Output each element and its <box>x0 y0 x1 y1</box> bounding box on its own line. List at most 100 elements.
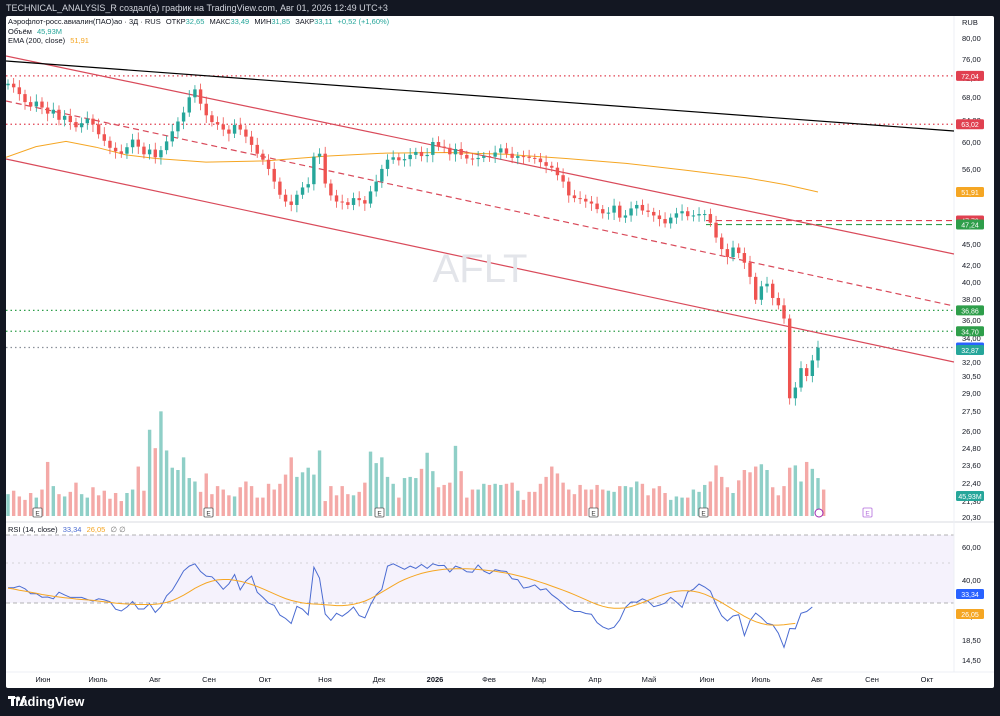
candle-body <box>385 159 390 169</box>
candle-body <box>176 121 180 132</box>
earnings-marker-label: E <box>377 511 382 518</box>
candle-body <box>300 187 305 195</box>
candle-body <box>334 195 339 202</box>
volume-bar <box>193 481 197 516</box>
time-axis-tick: Июль <box>751 675 770 684</box>
price-axis-tick: 80,00 <box>962 34 981 43</box>
volume-bar <box>748 472 752 516</box>
volume-bar <box>380 457 384 516</box>
svg-text:Аэрофлот-росс.авиалин(ПАО)ао ·: Аэрофлот-росс.авиалин(ПАО)ао · 3Д · RUS … <box>8 17 390 26</box>
candle-body <box>351 198 356 205</box>
volume-bar <box>589 489 594 516</box>
candle-body <box>640 204 645 211</box>
candle-body <box>221 124 225 130</box>
candle-body <box>68 115 73 123</box>
volume-badge-label: 45,93M <box>958 494 982 501</box>
chart-frame[interactable]: EEEEEE80,0076,0072,0068,0064,0060,0056,0… <box>6 16 994 688</box>
candle-body <box>130 139 135 148</box>
volume-bar <box>351 495 356 516</box>
volume-bar <box>459 471 463 516</box>
candle-body <box>629 208 633 216</box>
earnings-marker <box>374 507 385 518</box>
volume-bar <box>544 476 548 516</box>
candle-body <box>374 181 378 192</box>
candle-body <box>159 150 163 158</box>
price-level-badge-label: 32,87 <box>961 348 979 355</box>
volume-bar <box>136 466 140 516</box>
candle-body <box>261 153 265 160</box>
volume-bar <box>130 489 135 516</box>
volume-bar <box>776 495 781 516</box>
candle-body <box>6 83 10 86</box>
chart-canvas[interactable]: EEEEEE80,0076,0072,0068,0064,0060,0056,0… <box>6 16 994 688</box>
earnings-marker <box>588 507 599 518</box>
brand[interactable]: TradingView <box>8 694 84 709</box>
candle-body <box>391 157 395 160</box>
time-axis-tick: Фев <box>482 675 496 684</box>
candle-body <box>470 158 475 160</box>
volume-bar <box>295 476 299 516</box>
volume-bar <box>238 487 242 516</box>
time-axis-tick: Авг <box>811 675 823 684</box>
candle-body <box>57 109 61 120</box>
candle-body <box>51 109 56 114</box>
volume-bar <box>357 491 361 516</box>
time-axis-tick: Окт <box>921 675 934 684</box>
candle-body <box>204 103 208 116</box>
legend-low: 31,85 <box>271 17 290 26</box>
candle-body <box>578 198 582 200</box>
candle-body <box>533 157 537 159</box>
candle-body <box>153 149 157 158</box>
volume-bar <box>210 494 214 516</box>
svg-text:EMA (200, close) 51,91: EMA (200, close) 51,91 <box>8 36 89 45</box>
legend-rsi-extra: ∅ ∅ <box>110 525 126 534</box>
volume-bar <box>34 497 39 516</box>
volume-bar <box>799 481 803 516</box>
volume-bar <box>612 491 616 516</box>
volume-bar <box>153 448 157 516</box>
volume-bar <box>249 486 254 516</box>
volume-bars <box>6 411 826 516</box>
volume-bar <box>561 482 565 516</box>
legend-symbol: Аэрофлот-росс.авиалин(ПАО)ао · 3Д · RUS <box>8 17 161 26</box>
svg-text:Объём 45,93M: Объём 45,93M <box>8 27 62 36</box>
rsi-ma-line <box>7 568 796 626</box>
candle-body <box>448 147 452 155</box>
candle-body <box>295 194 299 205</box>
volume-bar <box>17 496 22 516</box>
candle-body <box>765 283 769 287</box>
price-axis-tick: 60,00 <box>962 138 981 147</box>
price-level-badge <box>956 219 984 230</box>
candle-body <box>731 247 735 258</box>
candle-body <box>799 368 803 388</box>
price-axis-tick: 42,00 <box>962 261 981 270</box>
candle-body <box>499 148 503 153</box>
candle-body <box>527 156 531 158</box>
price-level-badge-label: 51,91 <box>961 190 979 197</box>
volume-bar <box>669 499 673 516</box>
candle-body <box>487 156 492 158</box>
candle-body <box>414 151 418 155</box>
volume-bar <box>181 457 186 516</box>
candle-body <box>669 217 673 224</box>
candle-body <box>810 360 815 376</box>
volume-bar <box>57 494 61 516</box>
time-axis-tick: Июн <box>699 675 714 684</box>
legend-ema: 51,91 <box>70 36 89 45</box>
candle-body <box>164 141 169 151</box>
long-term-trend-line <box>6 60 954 132</box>
candle-body <box>567 181 571 196</box>
rsi-axis-tick: 18,50 <box>962 636 981 645</box>
earnings-marker <box>698 507 709 518</box>
price-axis-tick: 34,00 <box>962 334 981 343</box>
price-level-badge-label: 47,24 <box>961 223 979 230</box>
time-axis-tick: Апр <box>588 675 601 684</box>
candle-body <box>255 144 259 154</box>
volume-bar <box>227 495 231 516</box>
time-axis-tick: Авг <box>149 675 161 684</box>
volume-bar <box>504 483 509 516</box>
candle-body <box>397 157 401 161</box>
candle-body <box>442 146 446 148</box>
candle-body <box>272 168 276 182</box>
brand-name: TradingView <box>8 694 85 709</box>
